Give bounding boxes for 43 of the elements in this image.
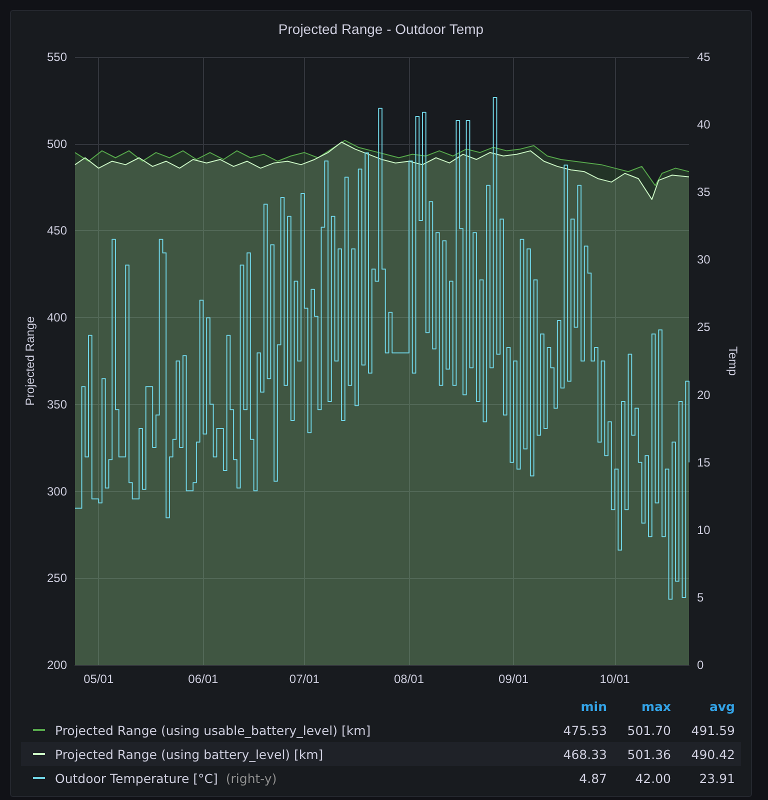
text: 491.59 [690,722,735,738]
text: 468.33 [562,746,607,762]
x-tick-label: 05/01 [84,672,114,686]
y-tick-label: 400 [46,310,68,325]
y-tick-label: 500 [46,136,68,151]
text: 501.70 [626,722,671,738]
y-tick-label: 350 [46,397,68,412]
text: 42.00 [634,770,671,786]
x-tick-label: 09/01 [498,672,529,686]
y2-tick-label: 15 [697,455,711,470]
y2-tick-label: 0 [697,658,704,672]
y-tick-label: 250 [46,571,68,586]
text: (right-y) [226,770,277,786]
y2-tick-label: 25 [697,320,711,334]
y-axis-title: Projected Range [23,316,38,406]
y2-tick-label: 35 [697,185,711,200]
y-tick-label: 300 [46,484,68,498]
text: 501.36 [626,746,671,762]
x-tick-label: 10/01 [600,672,630,686]
text: 4.87 [578,770,607,786]
text: 490.42 [690,746,735,762]
y2-tick-label: 10 [697,522,711,537]
text: 475.53 [562,722,607,738]
y2-axis-title: Temp [726,346,740,376]
y-tick-label: 450 [46,224,68,238]
legend-label: Projected Range (using usable_battery_level) [km] [55,722,372,738]
legend-label: Outdoor Temperature [°C] [55,770,218,786]
y2-tick-label: 45 [697,50,711,64]
text: max [640,698,671,714]
x-tick-label: 08/01 [394,672,424,686]
text: 23.91 [698,770,735,786]
y2-tick-label: 30 [697,252,711,267]
text: min [580,698,607,714]
chart-title: Projected Range - Outdoor Temp [278,21,484,37]
y2-tick-label: 40 [697,118,711,132]
x-tick-label: 07/01 [289,672,320,686]
x-tick-label: 06/01 [188,672,219,686]
y2-tick-label: 20 [697,388,711,402]
legend-label: Projected Range (using battery_level) [km] [55,746,324,762]
y-tick-label: 550 [46,50,68,64]
y-tick-label: 200 [46,658,68,672]
y2-tick-label: 5 [697,590,704,604]
text: avg [708,698,735,714]
